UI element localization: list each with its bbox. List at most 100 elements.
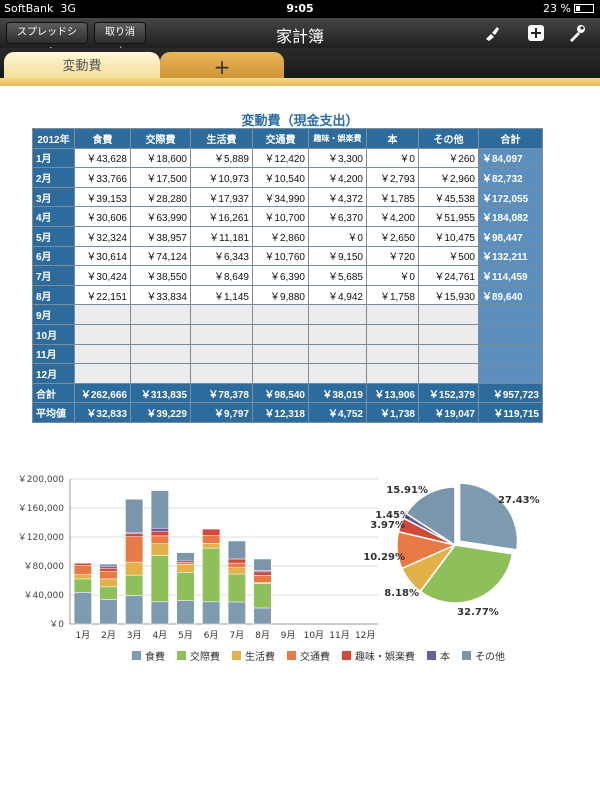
table-cell[interactable]: [418, 363, 479, 384]
table-cell[interactable]: ￥4,200: [308, 167, 367, 188]
table-cell[interactable]: ￥10,973: [190, 167, 253, 188]
table-cell[interactable]: [366, 343, 419, 365]
table-cell[interactable]: ￥12,318: [252, 402, 309, 423]
table-cell[interactable]: ￥6,390: [252, 265, 309, 286]
table-cell[interactable]: ￥39,229: [130, 402, 191, 423]
row-total-cell[interactable]: ￥184,082: [478, 206, 543, 227]
table-cell[interactable]: ￥17,937: [190, 186, 253, 208]
table-cell[interactable]: ￥9,797: [190, 402, 253, 423]
table-cell[interactable]: ￥500: [418, 245, 479, 267]
table-cell[interactable]: ￥10,700: [252, 206, 309, 227]
row-header[interactable]: 4月: [32, 206, 75, 227]
table-cell[interactable]: ￥1,758: [366, 284, 419, 306]
table-cell[interactable]: ￥152,379: [418, 382, 479, 404]
table-cell[interactable]: ￥28,280: [130, 186, 191, 208]
table-cell[interactable]: [190, 323, 253, 345]
table-cell[interactable]: ￥5,889: [190, 147, 253, 169]
table-cell[interactable]: ￥15,930: [418, 284, 479, 306]
table-cell[interactable]: ￥12,420: [252, 147, 309, 169]
row-header[interactable]: 6月: [32, 245, 75, 267]
table-cell[interactable]: ￥33,766: [74, 167, 131, 188]
row-total-cell[interactable]: ￥172,055: [478, 186, 543, 208]
row-total-cell[interactable]: [478, 323, 543, 345]
table-cell[interactable]: ￥2,960: [418, 167, 479, 188]
table-cell[interactable]: ￥51,955: [418, 206, 479, 227]
table-cell[interactable]: ￥98,540: [252, 382, 309, 404]
row-total-cell[interactable]: ￥89,640: [478, 284, 543, 306]
table-cell[interactable]: ￥13,906: [366, 382, 419, 404]
row-header[interactable]: 合計: [32, 382, 75, 404]
table-cell[interactable]: ￥1,785: [366, 186, 419, 208]
row-header[interactable]: 7月: [32, 265, 75, 286]
table-cell[interactable]: ￥10,540: [252, 167, 309, 188]
table-cell[interactable]: ￥16,261: [190, 206, 253, 227]
table-cell[interactable]: [252, 363, 309, 384]
row-header[interactable]: 5月: [32, 225, 75, 247]
table-cell[interactable]: [308, 343, 367, 365]
table-cell[interactable]: ￥9,880: [252, 284, 309, 306]
row-header[interactable]: 12月: [32, 363, 75, 384]
table-cell[interactable]: [418, 323, 479, 345]
table-cell[interactable]: ￥17,500: [130, 167, 191, 188]
table-cell[interactable]: ￥1,738: [366, 402, 419, 423]
table-cell[interactable]: ￥6,370: [308, 206, 367, 227]
row-total-cell[interactable]: ￥114,459: [478, 265, 543, 286]
table-cell[interactable]: ￥63,990: [130, 206, 191, 227]
row-header[interactable]: 9月: [32, 304, 75, 325]
table-cell[interactable]: ￥4,200: [366, 206, 419, 227]
table-cell[interactable]: ￥32,833: [74, 402, 131, 423]
table-cell[interactable]: ￥30,606: [74, 206, 131, 227]
table-cell[interactable]: ￥0: [308, 225, 367, 247]
table-cell[interactable]: [74, 323, 131, 345]
table-cell[interactable]: ￥3,300: [308, 147, 367, 169]
table-cell[interactable]: ￥34,990: [252, 186, 309, 208]
table-cell[interactable]: ￥5,685: [308, 265, 367, 286]
table-cell[interactable]: [130, 304, 191, 325]
table-cell[interactable]: ￥38,019: [308, 382, 367, 404]
table-cell[interactable]: ￥43,628: [74, 147, 131, 169]
table-cell[interactable]: ￥24,761: [418, 265, 479, 286]
table-cell[interactable]: [366, 363, 419, 384]
table-cell[interactable]: ￥0: [366, 147, 419, 169]
row-total-cell[interactable]: [478, 304, 543, 325]
table-cell[interactable]: ￥0: [366, 265, 419, 286]
table-cell[interactable]: ￥4,942: [308, 284, 367, 306]
row-total-cell[interactable]: ￥957,723: [478, 382, 543, 404]
table-cell[interactable]: ￥720: [366, 245, 419, 267]
table-cell[interactable]: [190, 304, 253, 325]
table-cell[interactable]: ￥4,752: [308, 402, 367, 423]
add-icon[interactable]: [527, 24, 545, 42]
table-cell[interactable]: ￥10,760: [252, 245, 309, 267]
table-cell[interactable]: [74, 304, 131, 325]
table-cell[interactable]: ￥33,834: [130, 284, 191, 306]
table-cell[interactable]: ￥38,957: [130, 225, 191, 247]
table-cell[interactable]: [190, 343, 253, 365]
row-total-cell[interactable]: [478, 343, 543, 365]
table-cell[interactable]: [252, 304, 309, 325]
row-header[interactable]: 8月: [32, 284, 75, 306]
table-cell[interactable]: [308, 323, 367, 345]
table-cell[interactable]: ￥9,150: [308, 245, 367, 267]
table-cell[interactable]: ￥32,324: [74, 225, 131, 247]
table-cell[interactable]: [418, 343, 479, 365]
table-cell[interactable]: ￥2,650: [366, 225, 419, 247]
table-cell[interactable]: [252, 343, 309, 365]
table-cell[interactable]: [366, 323, 419, 345]
wrench-icon[interactable]: [568, 24, 586, 42]
table-cell[interactable]: ￥8,649: [190, 265, 253, 286]
table-cell[interactable]: ￥2,860: [252, 225, 309, 247]
table-cell[interactable]: [366, 304, 419, 325]
table-cell[interactable]: [74, 363, 131, 384]
row-total-cell[interactable]: ￥82,732: [478, 167, 543, 188]
table-cell[interactable]: [130, 323, 191, 345]
table-cell[interactable]: ￥313,835: [130, 382, 191, 404]
table-cell[interactable]: ￥38,550: [130, 265, 191, 286]
row-total-cell[interactable]: ￥98,447: [478, 225, 543, 247]
table-cell[interactable]: [308, 363, 367, 384]
table-cell[interactable]: ￥6,343: [190, 245, 253, 267]
table-cell[interactable]: ￥1,145: [190, 284, 253, 306]
table-cell[interactable]: [190, 363, 253, 384]
table-cell[interactable]: ￥30,424: [74, 265, 131, 286]
row-header[interactable]: 2月: [32, 167, 75, 188]
table-cell[interactable]: ￥10,475: [418, 225, 479, 247]
